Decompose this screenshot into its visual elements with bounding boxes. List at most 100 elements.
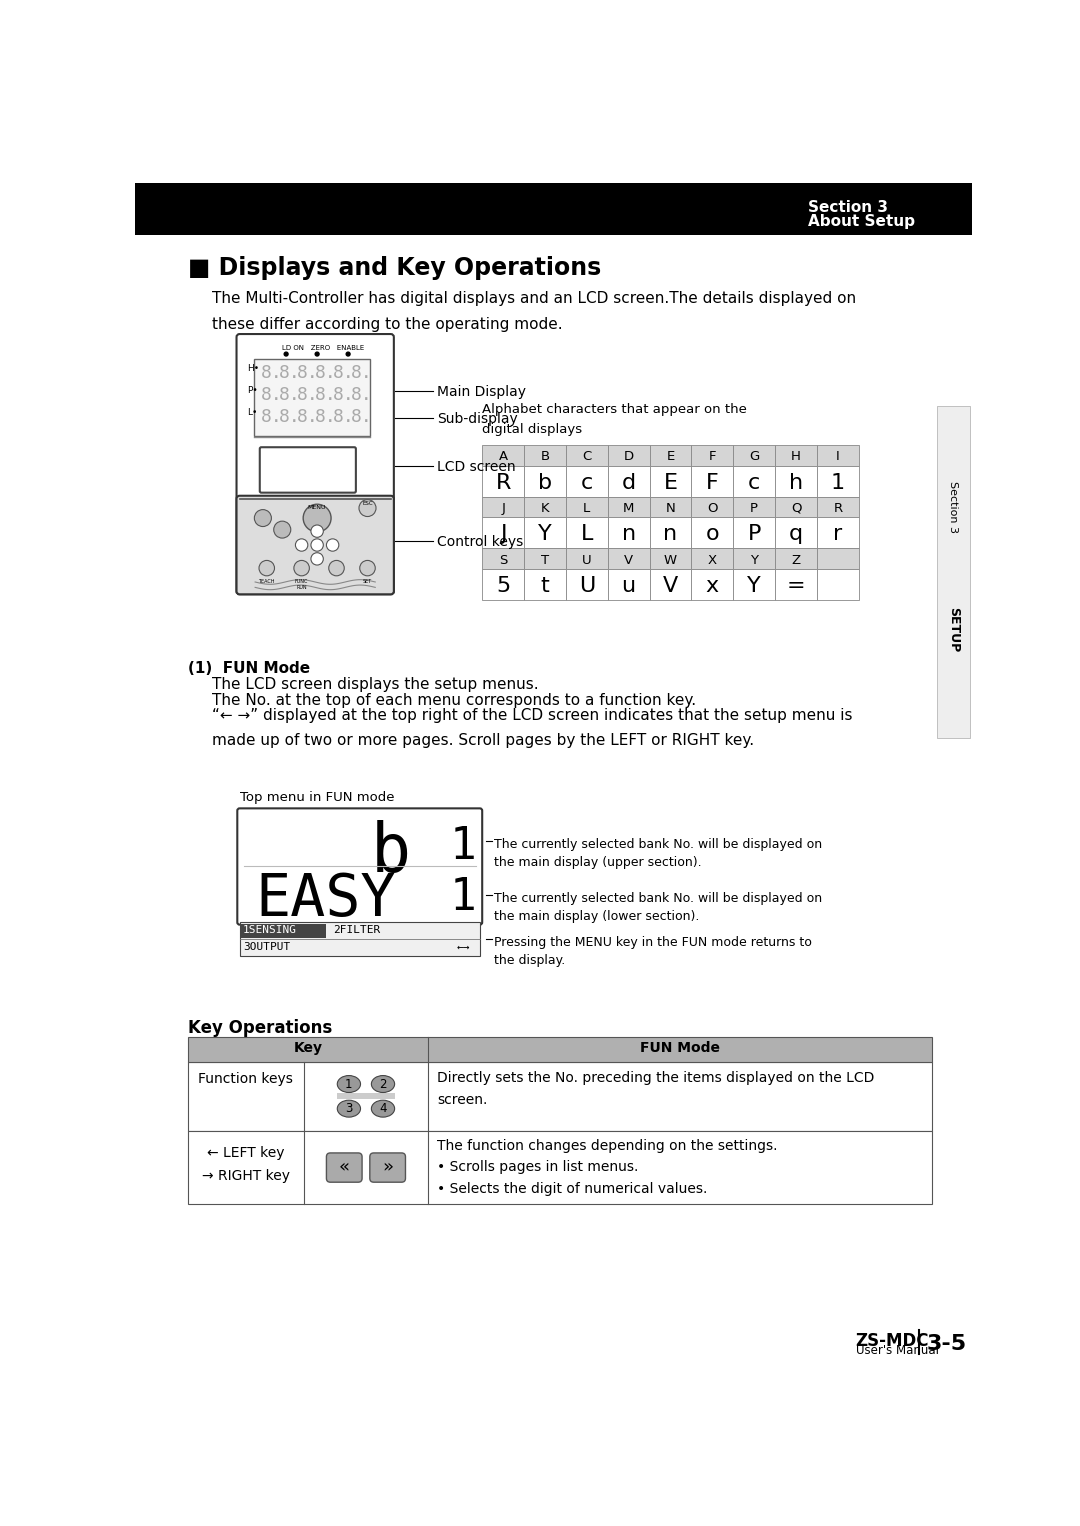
Bar [240, 499, 391, 591]
Text: The Multi-Controller has digital displays and an LCD screen.The details displaye: The Multi-Controller has digital display… [213, 291, 856, 331]
Text: FUN Mode: FUN Mode [639, 1041, 720, 1054]
Bar [482, 548, 524, 569]
Text: X: X [707, 554, 717, 566]
Text: 8.: 8. [333, 407, 354, 426]
Bar [649, 517, 691, 548]
Text: The No. at the top of each menu corresponds to a function key.: The No. at the top of each menu correspo… [213, 693, 697, 708]
Bar [566, 569, 608, 600]
Text: 1SENSING: 1SENSING [243, 925, 297, 935]
Text: 8.: 8. [314, 386, 337, 404]
FancyBboxPatch shape [260, 447, 356, 493]
Text: r: r [834, 525, 842, 545]
Circle shape [359, 499, 376, 516]
Text: 8.: 8. [333, 365, 354, 382]
Bar [816, 496, 859, 517]
Bar [816, 548, 859, 569]
Text: 8.: 8. [314, 407, 337, 426]
Text: C: C [582, 450, 592, 464]
Text: FUNC
RUN: FUNC RUN [295, 578, 308, 589]
Bar [733, 446, 775, 465]
FancyBboxPatch shape [237, 334, 394, 594]
Text: 5: 5 [496, 575, 510, 595]
Bar [482, 569, 524, 600]
Text: W: W [664, 554, 677, 566]
Bar [691, 569, 733, 600]
Text: LD ON   ZERO   ENABLE: LD ON ZERO ENABLE [282, 345, 365, 351]
Bar [816, 569, 859, 600]
Circle shape [259, 560, 274, 575]
Ellipse shape [337, 1076, 361, 1093]
Bar [691, 496, 733, 517]
Text: 1: 1 [831, 473, 845, 493]
Text: J: J [501, 502, 505, 514]
Bar [566, 465, 608, 496]
Bar [608, 446, 649, 465]
Text: n: n [622, 525, 636, 545]
Text: t: t [541, 575, 550, 595]
Bar [566, 446, 608, 465]
Bar [608, 569, 649, 600]
Text: E: E [666, 450, 675, 464]
Text: 8.: 8. [350, 386, 373, 404]
Text: 1: 1 [346, 1077, 353, 1091]
Circle shape [284, 353, 288, 356]
Text: Function keys: Function keys [199, 1073, 294, 1087]
Text: D: D [623, 450, 634, 464]
Text: 8.: 8. [333, 386, 354, 404]
Text: 2: 2 [379, 1077, 387, 1091]
Text: G: G [750, 450, 759, 464]
Circle shape [255, 510, 271, 526]
Bar [733, 496, 775, 517]
Bar [482, 465, 524, 496]
Text: ← LEFT key
→ RIGHT key: ← LEFT key → RIGHT key [202, 1146, 289, 1183]
Text: ESC: ESC [362, 501, 373, 507]
Text: 8.: 8. [350, 407, 373, 426]
Text: 8.: 8. [297, 386, 319, 404]
Circle shape [311, 552, 323, 565]
Bar [691, 517, 733, 548]
Bar [775, 465, 816, 496]
FancyBboxPatch shape [326, 1154, 362, 1183]
Bar [524, 569, 566, 600]
Bar [775, 548, 816, 569]
Text: ■ Displays and Key Operations: ■ Displays and Key Operations [188, 256, 600, 281]
Text: 8.: 8. [350, 365, 373, 382]
Text: A: A [499, 450, 508, 464]
Bar [337, 1093, 395, 1099]
Bar [775, 496, 816, 517]
Circle shape [347, 353, 350, 356]
Text: MENU: MENU [308, 505, 326, 510]
Bar [524, 548, 566, 569]
Bar [566, 548, 608, 569]
Text: »: » [382, 1158, 393, 1177]
Text: Key Operations: Key Operations [188, 1018, 332, 1036]
Bar [649, 465, 691, 496]
Text: n: n [663, 525, 677, 545]
Text: ←→: ←→ [457, 943, 470, 952]
Text: Control keys: Control keys [437, 536, 524, 549]
Text: S: S [499, 554, 508, 566]
Bar [691, 446, 733, 465]
Bar [733, 465, 775, 496]
Text: SET: SET [363, 578, 373, 584]
Circle shape [311, 539, 323, 551]
Text: 3-5: 3-5 [927, 1334, 968, 1354]
Text: L: L [583, 502, 591, 514]
Bar [816, 517, 859, 548]
Text: Y: Y [747, 575, 761, 595]
Text: LCD screen: LCD screen [437, 461, 516, 475]
Text: L: L [581, 525, 593, 545]
Bar [482, 496, 524, 517]
Text: U: U [582, 554, 592, 566]
Bar [816, 446, 859, 465]
Text: R: R [496, 473, 511, 493]
Text: T: T [541, 554, 549, 566]
Text: Top menu in FUN mode: Top menu in FUN mode [240, 792, 394, 804]
Text: F: F [708, 450, 716, 464]
Text: ZS-MDC: ZS-MDC [855, 1332, 929, 1351]
Circle shape [315, 353, 319, 356]
Text: The function changes depending on the settings.
• Scrolls pages in list menus.
•: The function changes depending on the se… [437, 1138, 778, 1196]
Bar [649, 569, 691, 600]
Text: 3: 3 [346, 1102, 352, 1116]
Text: Y: Y [538, 525, 552, 545]
